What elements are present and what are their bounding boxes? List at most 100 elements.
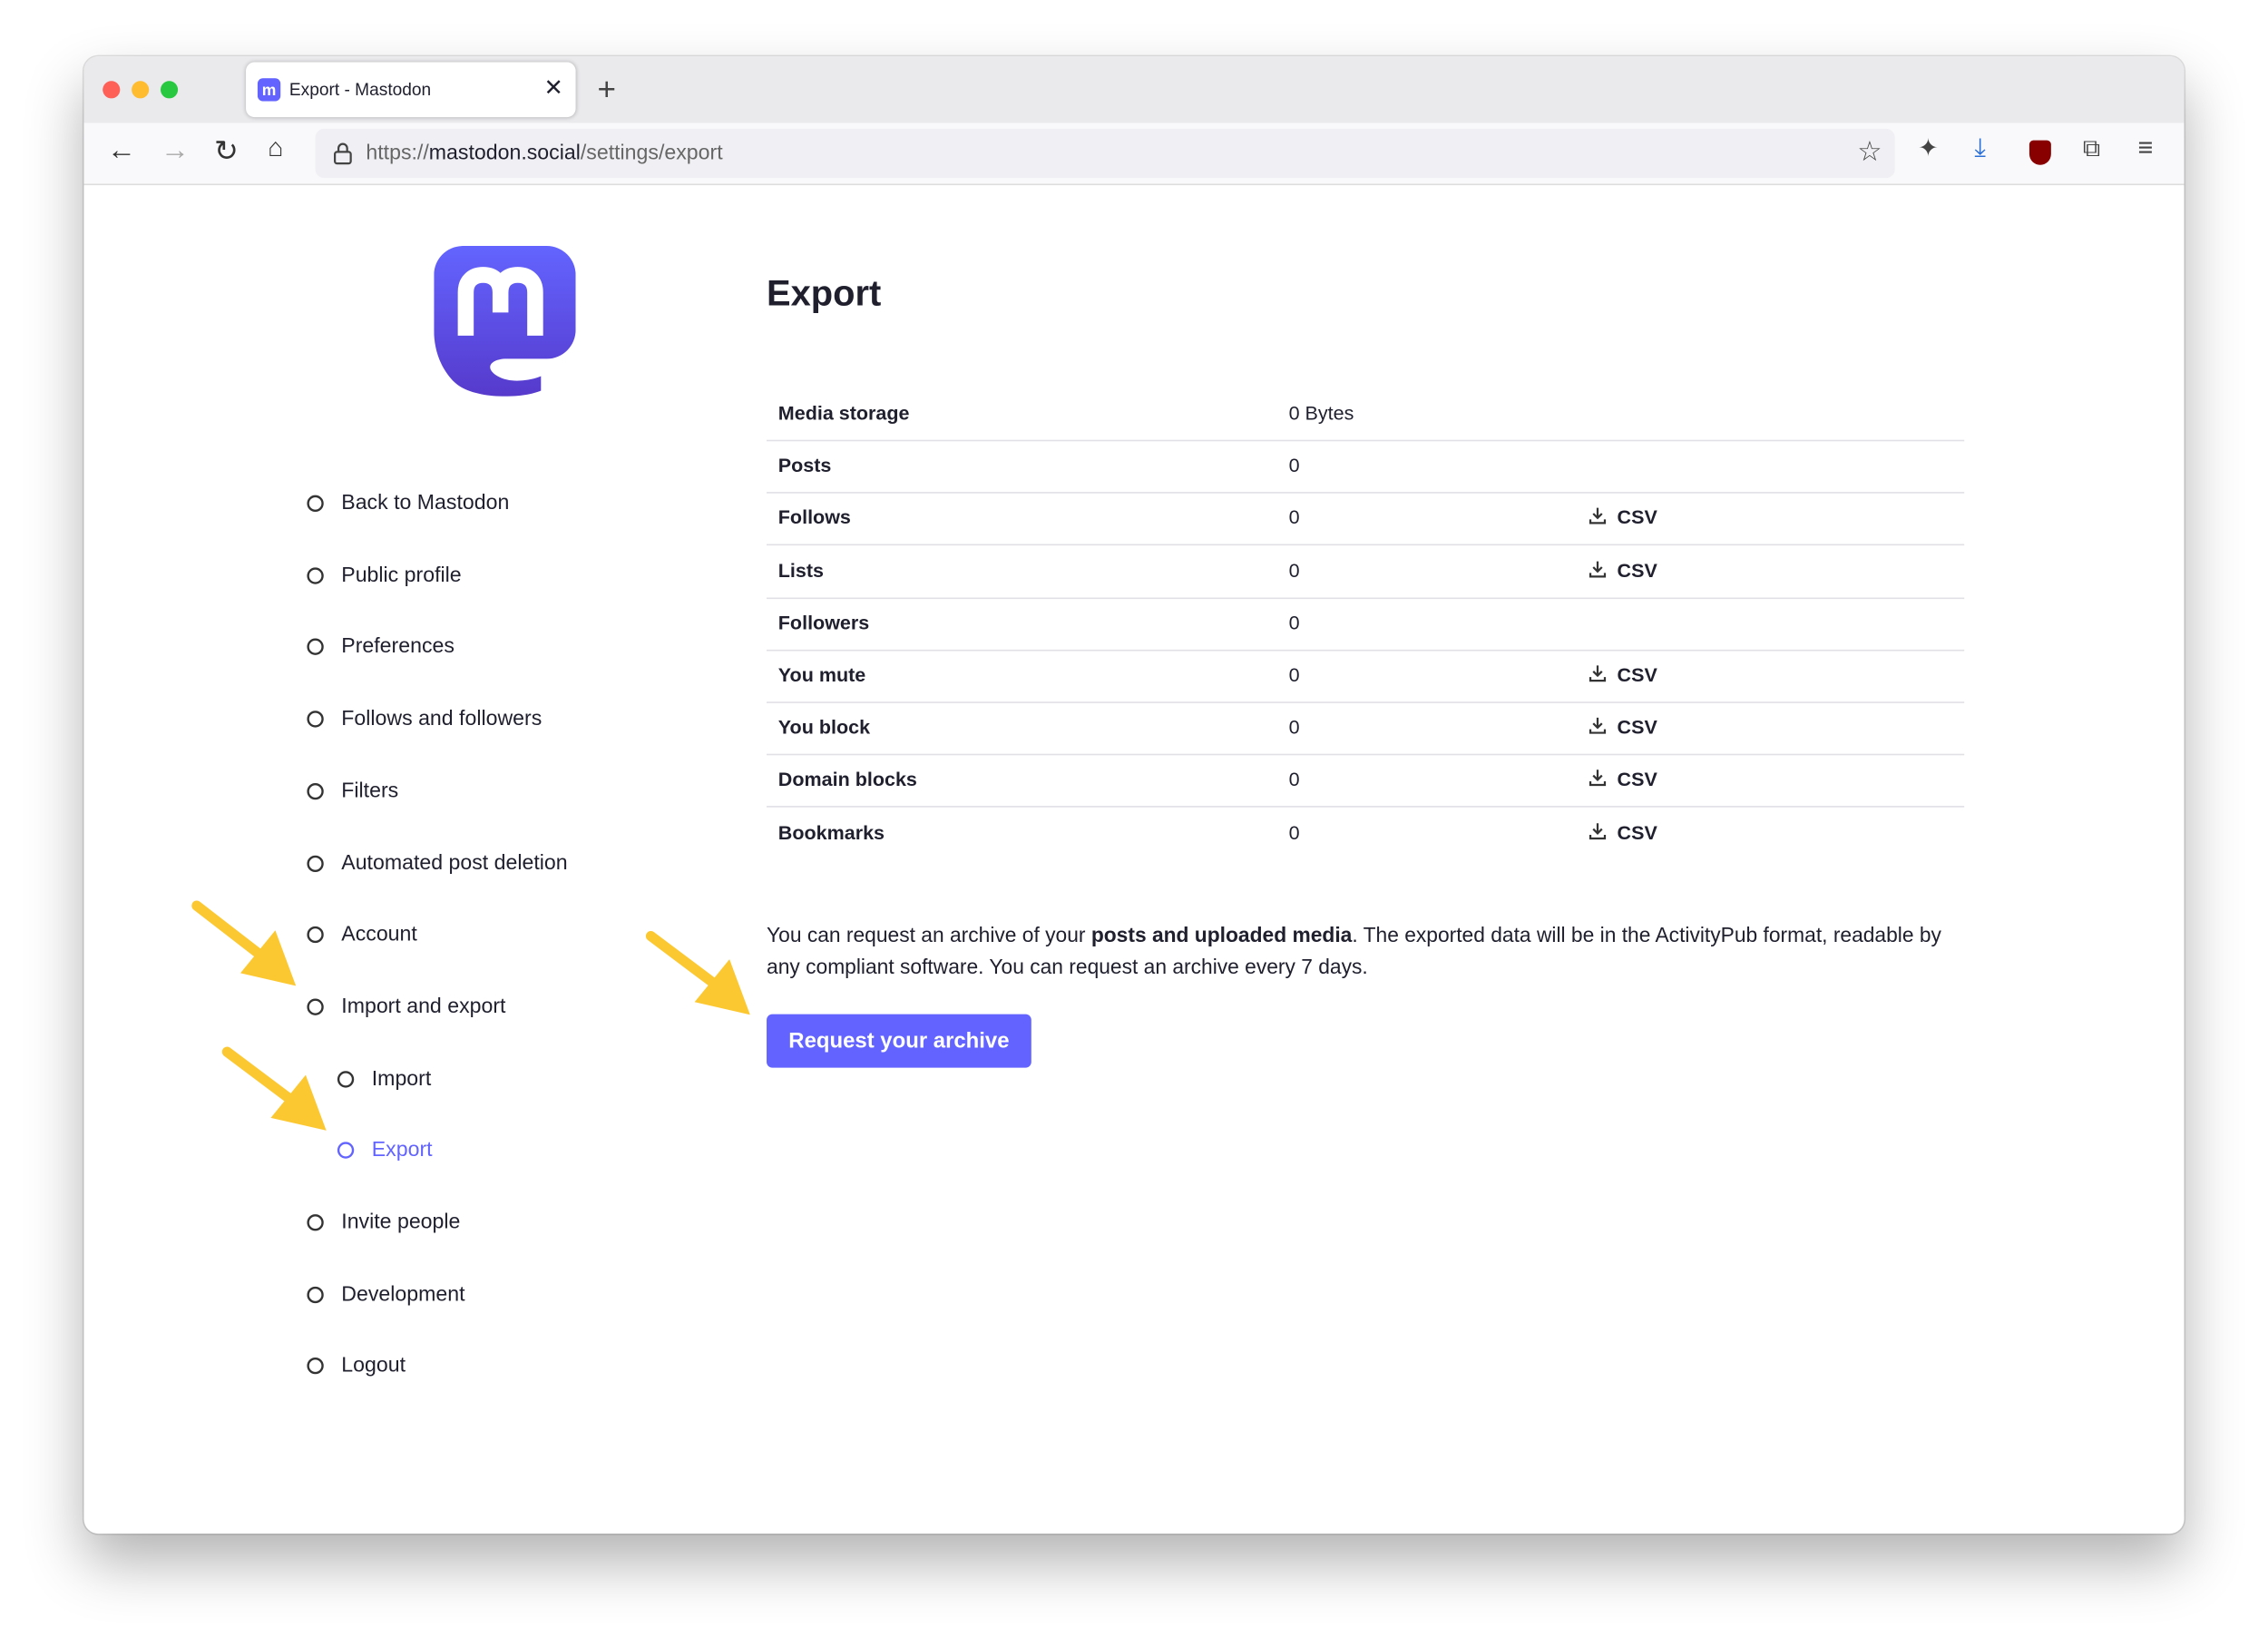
nav-item[interactable]: Account <box>307 922 417 948</box>
table-row: You mute 0 CSV <box>767 650 1965 703</box>
nav-item[interactable]: Public profile <box>307 563 462 589</box>
minimize-button[interactable] <box>132 81 150 99</box>
zoom-button[interactable] <box>160 81 179 99</box>
nav-item[interactable]: Development <box>307 1281 464 1308</box>
request-archive-button[interactable]: Request your archive <box>767 1014 1031 1068</box>
tab-icon: m <box>257 78 281 102</box>
extension-icon[interactable]: ✦ <box>1918 134 1939 162</box>
row-label: Bookmarks <box>777 820 885 843</box>
row-count: 0 <box>1288 769 1300 791</box>
icon <box>307 1214 324 1231</box>
row-count: 0 <box>1288 663 1300 686</box>
csv-download[interactable]: CSV <box>1589 769 1657 790</box>
table-row: Posts 0 <box>767 440 1965 494</box>
bold-text: posts and uploaded media <box>1090 924 1353 948</box>
tab-title: Export - Mastodon <box>288 79 432 101</box>
nav-item[interactable]: Filters <box>307 778 398 804</box>
row-count: 0 <box>1288 716 1300 739</box>
ublock-icon[interactable] <box>2028 140 2051 165</box>
page-title: Export <box>767 273 882 314</box>
mastodon-logo[interactable] <box>434 246 576 397</box>
toolbar: ← → ↻ ⌂ https://mastodon.social/settings… <box>83 123 2185 186</box>
back[interactable]: ← <box>106 134 136 167</box>
table-row: Follows 0 CSV <box>767 493 1965 546</box>
new-tab[interactable]: + <box>597 71 616 107</box>
home[interactable]: ⌂ <box>267 132 284 162</box>
nav-item[interactable]: Preferences <box>307 634 455 661</box>
text: You can request an archive of your <box>767 924 1091 948</box>
icon <box>307 566 324 584</box>
reload[interactable]: ↻ <box>213 135 239 168</box>
icon <box>307 926 324 944</box>
nav-item[interactable]: Logout <box>307 1353 406 1379</box>
download-icon <box>1589 822 1607 839</box>
row-count: 0 <box>1288 454 1300 476</box>
tab[interactable]: m Export - Mastodon ✕ <box>246 62 576 118</box>
table-row: Lists 0 CSV <box>767 544 1965 599</box>
url-bar[interactable]: https://mastodon.social/settings/export … <box>315 128 1895 179</box>
row-count: 0 <box>1288 612 1300 634</box>
table-row: Domain blocks 0 CSV <box>767 754 1965 809</box>
menu[interactable]: ≡ <box>2137 132 2154 162</box>
nav-item[interactable]: Invite people <box>307 1210 460 1236</box>
row-count: 0 <box>1288 559 1300 582</box>
row-label: Followers <box>777 612 870 634</box>
forward[interactable]: → <box>160 134 190 167</box>
table-row: Followers 0 <box>767 597 1965 652</box>
row-label: Lists <box>777 559 825 582</box>
url-host: mastodon.social <box>428 142 581 165</box>
row-label: You block <box>777 716 871 739</box>
csv-download[interactable]: CSV <box>1589 664 1657 686</box>
lock-icon <box>333 142 352 165</box>
download-icon <box>1589 665 1607 682</box>
nav-item[interactable]: Follows and followers <box>307 706 542 732</box>
archive-description: You can request an archive of your posts… <box>767 920 1952 984</box>
row-count: 0 Bytes <box>1288 402 1354 425</box>
table-row: You block 0 CSV <box>767 702 1965 756</box>
icon <box>307 854 324 872</box>
icon <box>307 711 324 728</box>
csv-download[interactable]: CSV <box>1589 507 1657 529</box>
tab-bar: m Export - Mastodon ✕ + <box>83 56 2185 123</box>
icon <box>307 1286 324 1303</box>
icon <box>307 495 324 513</box>
row-label: Domain blocks <box>777 769 917 791</box>
row-label: You mute <box>777 663 866 686</box>
csv-download[interactable]: CSV <box>1589 559 1657 581</box>
row-label: Posts <box>777 454 832 476</box>
browser-window: m Export - Mastodon ✕ + ← → ↻ ⌂ https://… <box>83 56 2185 1534</box>
icon <box>337 1142 355 1160</box>
icon <box>307 998 324 1015</box>
close-button[interactable] <box>103 81 121 99</box>
nav-subitem[interactable]: Import <box>337 1065 431 1092</box>
downloads[interactable]: ⤓ <box>1974 132 1987 162</box>
icon <box>307 1358 324 1375</box>
url-path: /settings/export <box>580 142 723 165</box>
download-icon <box>1589 560 1607 577</box>
row-label: Follows <box>777 506 851 529</box>
extensions[interactable]: ⧉ <box>2082 134 2101 162</box>
row-count: 0 <box>1288 506 1300 529</box>
download-icon <box>1589 508 1607 525</box>
nav-item[interactable]: Automated post deletion <box>307 850 568 877</box>
web-content: Back to Mastodon Public profile Preference… <box>83 185 2184 1534</box>
table-row: Media storage 0 Bytes <box>767 387 1965 442</box>
csv-download[interactable]: CSV <box>1589 717 1657 738</box>
bookmark-star[interactable]: ☆ <box>1857 137 1882 168</box>
nav-item[interactable]: Import and export <box>307 994 505 1020</box>
table-row: Bookmarks 0 CSV <box>767 807 1964 858</box>
nav-subitem[interactable]: Export <box>337 1138 433 1164</box>
tab-close[interactable]: ✕ <box>543 76 563 102</box>
nav-item[interactable]: Back to Mastodon <box>307 491 509 517</box>
svg-text:m: m <box>262 81 277 99</box>
row-label: Media storage <box>777 402 910 425</box>
csv-download[interactable]: CSV <box>1589 821 1657 843</box>
text: . The exported data will be in the Activ… <box>767 924 1941 980</box>
download-icon <box>1589 718 1607 734</box>
row-count: 0 <box>1288 820 1300 843</box>
icon <box>307 782 324 799</box>
icon <box>307 639 324 656</box>
